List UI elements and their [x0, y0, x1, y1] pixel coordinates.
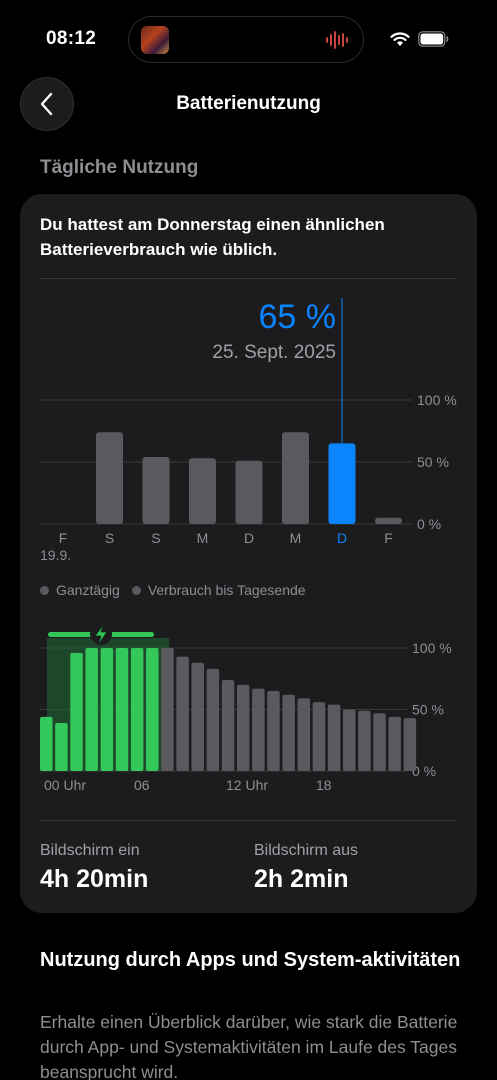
screen-off-label: Bildschirm aus	[254, 842, 359, 859]
hour-bar	[388, 716, 401, 771]
hour-bar	[221, 679, 235, 771]
chevron-left-icon	[40, 92, 53, 116]
hour-bar	[282, 694, 295, 771]
divider	[40, 820, 457, 821]
hour-bar	[312, 702, 326, 771]
x-tick-label: F	[384, 530, 393, 546]
screen-on-label: Bildschirm ein	[40, 842, 140, 859]
day-bar	[282, 432, 309, 524]
hour-bar	[343, 709, 356, 771]
y-tick-label: 50 %	[417, 454, 449, 470]
x-tick-sublabel: 19.9.	[40, 547, 71, 563]
selected-value: 65 %	[259, 298, 337, 336]
day-bar	[375, 517, 402, 524]
hour-bar	[267, 691, 280, 771]
charging-hour-bar	[130, 648, 144, 771]
x-tick-label: 06	[134, 777, 150, 793]
y-tick-label: 0 %	[417, 516, 441, 532]
now-playing-artwork-icon	[141, 26, 169, 54]
back-button[interactable]	[20, 77, 74, 131]
status-bar: 08:12	[0, 0, 497, 80]
legend-label: Ganztägig	[56, 582, 120, 598]
legend-item-all-day: Ganztägig	[40, 582, 120, 598]
charging-bolt-icon	[94, 623, 108, 646]
y-tick-label: 100 %	[417, 392, 457, 408]
status-time: 08:12	[46, 28, 97, 49]
page-title: Batterienutzung	[176, 93, 321, 114]
chart-legend: Ganztägig Verbrauch bis Tagesende	[40, 582, 318, 598]
section-heading: Tägliche Nutzung	[40, 157, 199, 178]
hour-bar	[403, 718, 417, 771]
hour-bar	[297, 698, 311, 771]
hour-bar	[358, 710, 371, 771]
hour-bar	[176, 656, 189, 771]
hour-bar	[236, 684, 250, 771]
x-tick-label: M	[290, 530, 302, 546]
day-bar	[96, 432, 123, 524]
battery-icon	[418, 31, 449, 47]
x-tick-label: M	[197, 530, 209, 546]
x-tick-label: D	[244, 530, 254, 546]
charging-hour-bar	[55, 723, 68, 771]
x-tick-label: F	[59, 530, 68, 546]
daily-usage-card: Du hattest am Donnerstag einen ähnlichen…	[20, 194, 477, 913]
charging-hour-bar	[115, 648, 129, 771]
dynamic-island[interactable]	[128, 16, 364, 63]
x-tick-label: 00 Uhr	[44, 777, 86, 793]
y-tick-label: 100 %	[412, 640, 452, 656]
apps-section-description: Erhalte einen Überblick darüber, wie sta…	[40, 1012, 458, 1080]
x-tick-label: S	[151, 530, 160, 546]
x-tick-label: D	[337, 530, 347, 546]
x-tick-label: 18	[316, 777, 332, 793]
divider	[40, 278, 457, 279]
hour-bar	[373, 713, 386, 771]
day-bar	[142, 457, 170, 524]
hour-bar	[327, 704, 341, 771]
audio-waveform-icon	[326, 31, 348, 49]
x-tick-label: 12 Uhr	[226, 777, 268, 793]
day-bar	[235, 460, 263, 524]
hour-bar	[206, 668, 220, 771]
usage-summary-text: Du hattest am Donnerstag einen ähnlichen…	[40, 215, 385, 259]
wifi-icon	[390, 32, 410, 46]
charging-hour-bar	[70, 652, 83, 771]
x-tick-label: S	[105, 530, 114, 546]
charging-hour-bar	[146, 648, 159, 771]
charging-hour-bar	[85, 648, 98, 771]
day-bar	[189, 458, 216, 524]
hour-bar	[252, 688, 265, 771]
charging-hour-bar	[100, 648, 114, 771]
apps-section-title: Nutzung durch Apps und System-aktivitäte…	[40, 949, 461, 971]
hour-bar	[191, 662, 204, 771]
charging-hour-bar	[40, 716, 53, 771]
legend-dot	[131, 585, 141, 595]
screen-on-value: 4h 20min	[40, 865, 149, 893]
y-tick-label: 50 %	[412, 702, 444, 718]
legend-dot	[40, 585, 49, 595]
legend-label: Verbrauch bis Tagesende	[147, 582, 306, 598]
y-tick-label: 0 %	[412, 763, 436, 779]
selected-day-bar	[328, 443, 356, 524]
selected-date: 25. Sept. 2025	[212, 342, 336, 363]
battery-chart[interactable]: 0 %50 %100 %F19.9.S S M D M D F65 %25. Sept. 2…	[20, 194, 477, 814]
legend-item-until-end-of-day: Verbrauch bis Tagesende	[131, 582, 306, 598]
screen-off-value: 2h 2min	[254, 865, 349, 893]
hour-bar	[161, 648, 174, 771]
